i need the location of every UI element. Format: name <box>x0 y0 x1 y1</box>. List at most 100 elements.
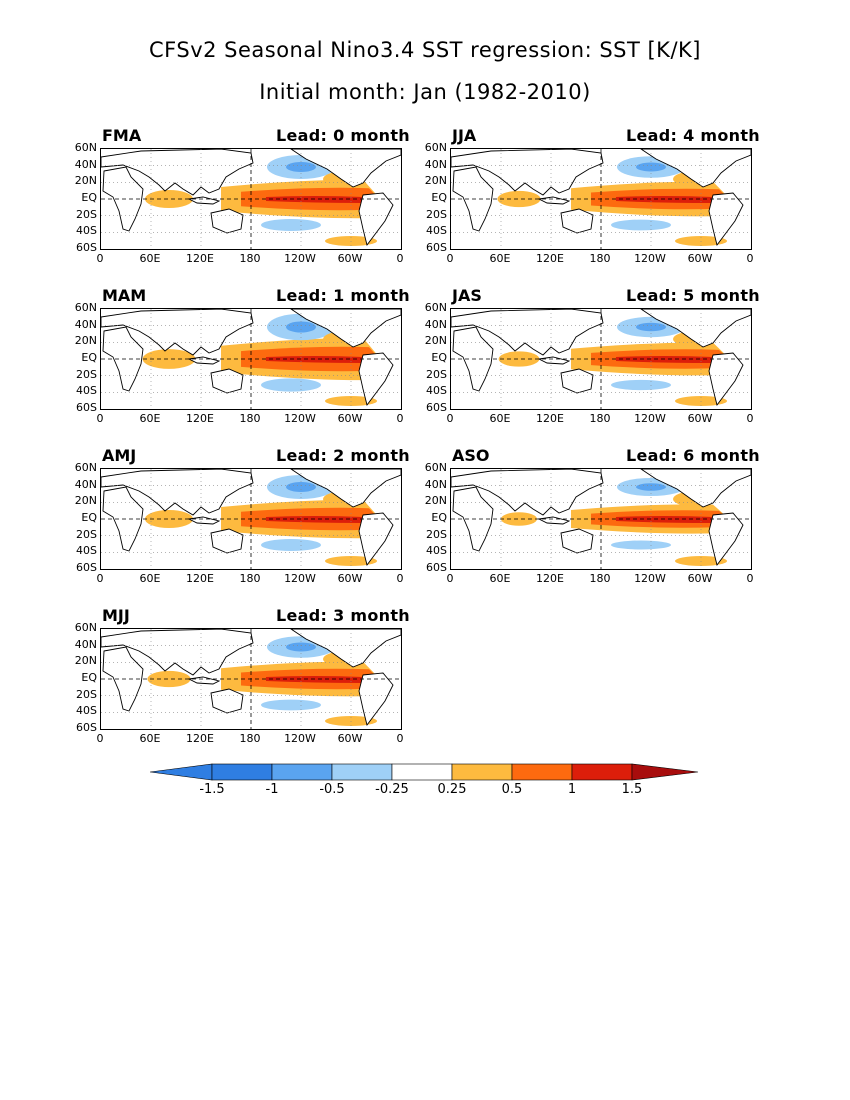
panel-season-label: JAS <box>452 286 482 305</box>
lat-tick-label: 60N <box>424 141 447 154</box>
north-pacific-cold-core <box>636 483 666 491</box>
lat-tick-label: 40N <box>424 317 447 331</box>
lon-tick-label: 120W <box>284 572 316 585</box>
lon-tick-label: 0 <box>746 252 754 265</box>
map-panel-fma: FMA Lead: 0 month 60N 40N 20N EQ 20S 40S 60S 0 60E… <box>75 126 410 265</box>
lat-tick-label: EQ <box>81 351 97 364</box>
lat-tick-label: 20N <box>424 334 447 348</box>
warm-anomaly-strong <box>266 356 373 363</box>
panel-lead-label: Lead: 5 month <box>626 286 760 305</box>
lon-tick-label: 60W <box>687 412 713 425</box>
lon-tick-label: 0 <box>396 572 404 585</box>
south-pacific-cold <box>261 539 321 551</box>
colorbar-segment <box>511 763 573 781</box>
lat-tick-label: 20N <box>74 654 97 668</box>
lon-tick-label: 60E <box>489 412 511 425</box>
panel-season-label: JJA <box>452 126 477 145</box>
lat-tick-label: 60S <box>426 401 447 414</box>
landmass <box>537 356 571 365</box>
lat-tick-label: 40N <box>74 317 97 331</box>
lat-tick-label: 20N <box>74 494 97 508</box>
landmass <box>560 528 594 554</box>
sst-regression-map <box>100 628 402 730</box>
map-panel-jas: JAS Lead: 5 month 60N 40N 20N EQ 20S 40S 60S 0 60E… <box>425 286 760 425</box>
lat-tick-label: 60S <box>76 721 97 734</box>
lon-tick-label: 60W <box>337 732 363 745</box>
landmass <box>290 469 401 508</box>
lat-tick-label: 20S <box>76 367 97 381</box>
chart-title-line1: CFSv2 Seasonal Nino3.4 SST regression: S… <box>148 38 701 62</box>
warm-anomaly-strong <box>616 356 723 363</box>
lat-tick-label: 40N <box>424 157 447 171</box>
north-pacific-cold-core <box>286 162 316 172</box>
lon-tick-label: 0 <box>96 732 104 745</box>
indian-ocean-warm <box>145 190 193 208</box>
landmass <box>187 356 221 365</box>
lat-tick-label: 60N <box>74 301 97 314</box>
lat-tick-label: 40N <box>424 477 447 491</box>
colorbar-tick-label: 0.5 <box>501 782 523 797</box>
lon-tick-label: 120W <box>634 252 666 265</box>
lat-tick-label: 40S <box>426 224 447 238</box>
south-pacific-cold <box>611 219 671 231</box>
lat-tick-label: 40N <box>74 157 97 171</box>
north-pacific-cold-core <box>286 321 316 333</box>
lon-tick-label: 0 <box>446 412 454 425</box>
landmass <box>451 309 604 356</box>
indian-ocean-warm <box>142 349 196 369</box>
lat-tick-label: 20N <box>74 334 97 348</box>
landmass <box>708 352 744 407</box>
lon-tick-label: 0 <box>446 252 454 265</box>
lon-tick-label: 60E <box>489 252 511 265</box>
landmass <box>640 469 751 508</box>
map-panel-jja: JJA Lead: 4 month 60N 40N 20N EQ 20S 40S 60S 0 60E… <box>425 126 760 265</box>
lon-tick-label: 120E <box>536 252 564 265</box>
lon-tick-label: 60W <box>337 572 363 585</box>
colorbar <box>150 763 699 781</box>
warm-anomaly-strong <box>266 516 373 523</box>
warm-anomaly-strong <box>616 516 723 523</box>
panel-season-label: ASO <box>452 446 490 465</box>
landmass <box>537 516 571 525</box>
landmass <box>537 196 571 205</box>
sst-regression-map <box>100 148 402 250</box>
indian-ocean-warm <box>145 510 193 528</box>
lon-tick-label: 0 <box>396 252 404 265</box>
lat-tick-label: EQ <box>431 511 447 524</box>
map-panel-amj: AMJ Lead: 2 month 60N 40N 20N EQ 20S 40S 60S 0 60E… <box>75 446 410 585</box>
warm-anomaly-strong <box>266 196 373 203</box>
lat-tick-label: 60S <box>426 241 447 254</box>
lat-tick-label: EQ <box>81 511 97 524</box>
lon-tick-label: 180 <box>239 412 261 425</box>
colorbar-tick-label: -0.5 <box>319 782 345 797</box>
lon-tick-label: 180 <box>239 732 261 745</box>
sst-regression-map <box>100 468 402 570</box>
lat-tick-label: 20S <box>426 367 447 381</box>
lon-tick-label: 120E <box>186 572 214 585</box>
panel-season-label: MJJ <box>102 606 130 625</box>
landmass <box>290 309 401 348</box>
north-pacific-cold-core <box>636 322 666 332</box>
colorbar-arrow-left <box>150 763 213 781</box>
lon-tick-label: 0 <box>96 572 104 585</box>
landmass <box>451 149 604 196</box>
colorbar-segment <box>211 763 273 781</box>
lon-tick-label: 120W <box>284 412 316 425</box>
lat-tick-label: 20S <box>426 527 447 541</box>
map-panel-mjj: MJJ Lead: 3 month 60N 40N 20N EQ 20S 40S 60S 0 60E… <box>75 606 410 745</box>
lon-tick-label: 60W <box>337 252 363 265</box>
lon-tick-label: 60E <box>139 572 161 585</box>
landmass <box>210 528 244 554</box>
lon-tick-label: 180 <box>589 412 611 425</box>
lat-tick-label: EQ <box>81 191 97 204</box>
landmass <box>640 309 751 348</box>
panel-lead-label: Lead: 6 month <box>626 446 760 465</box>
lon-tick-label: 180 <box>589 572 611 585</box>
lat-tick-label: 40N <box>74 637 97 651</box>
indian-ocean-warm <box>497 190 541 208</box>
colorbar-tick-label: -1 <box>265 782 279 797</box>
north-pacific-cold-core <box>286 482 316 492</box>
colorbar-segment <box>331 763 393 781</box>
lon-tick-label: 120W <box>634 572 666 585</box>
south-pacific-cold <box>261 699 321 711</box>
